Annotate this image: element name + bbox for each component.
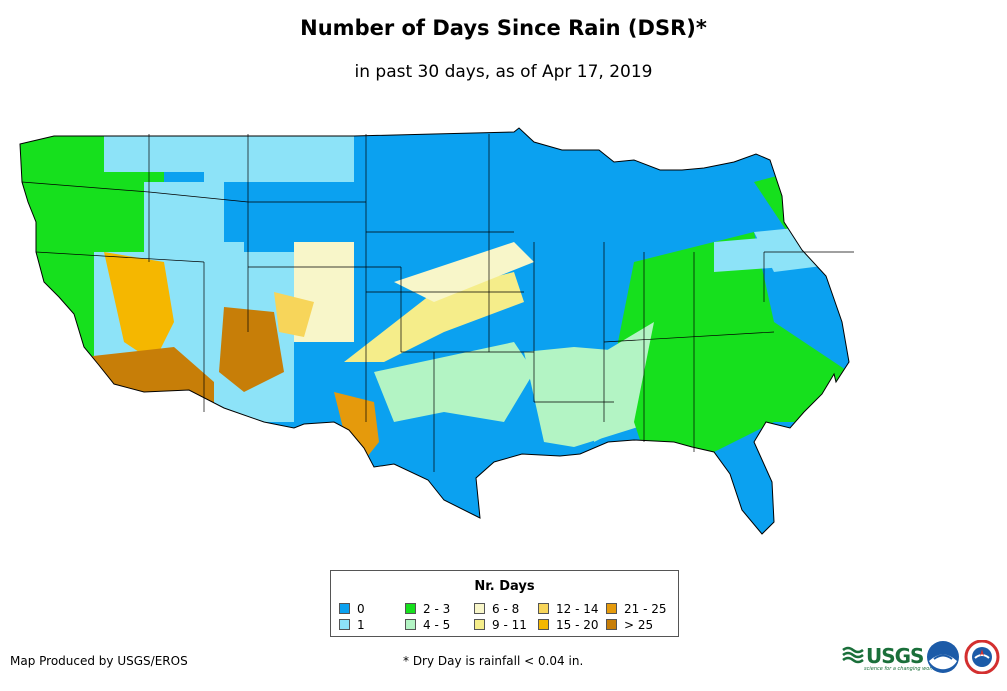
legend-swatch <box>339 603 350 614</box>
legend-item-21-25: 21 - 25 <box>606 603 667 615</box>
legend-label: 15 - 20 <box>556 618 599 632</box>
map-title: Number of Days Since Rain (DSR)* <box>300 16 707 40</box>
agency-logos: USGS science for a changing world <box>842 640 1002 676</box>
legend-swatch <box>538 619 549 630</box>
legend-title: Nr. Days <box>474 579 535 594</box>
dry-day-note: * Dry Day is rainfall < 0.04 in. <box>403 654 584 668</box>
state-boundaries <box>21 134 854 472</box>
legend-item-4-5: 4 - 5 <box>405 619 450 631</box>
legend-label: 21 - 25 <box>624 602 667 616</box>
legend-swatch <box>474 619 485 630</box>
usgs-wave-icon <box>842 646 864 664</box>
nws-logo-icon <box>964 640 1000 674</box>
legend-item-15-20: 15 - 20 <box>538 619 599 631</box>
us-dsr-map <box>19 127 854 535</box>
legend-label: > 25 <box>624 618 654 632</box>
legend-label: 0 <box>357 602 365 616</box>
legend-label: 9 - 11 <box>492 618 527 632</box>
usgs-wordmark: USGS <box>866 644 924 668</box>
legend-swatch <box>606 603 617 614</box>
legend-label: 4 - 5 <box>423 618 451 632</box>
legend-label: 2 - 3 <box>423 602 451 616</box>
legend-swatch <box>606 619 617 630</box>
legend-label: 12 - 14 <box>556 602 599 616</box>
legend-item-over-25: > 25 <box>606 619 653 631</box>
legend: Nr. Days 0 1 2 - 3 4 - 5 6 - 8 9 - 11 12… <box>330 570 679 637</box>
map-subtitle: in past 30 days, as of Apr 17, 2019 <box>354 62 653 82</box>
legend-item-1: 1 <box>339 619 365 631</box>
legend-swatch <box>474 603 485 614</box>
noaa-logo-icon <box>927 641 959 673</box>
legend-swatch <box>405 619 416 630</box>
usgs-tagline: science for a changing world <box>864 666 936 672</box>
legend-item-6-8: 6 - 8 <box>474 603 519 615</box>
legend-swatch <box>339 619 350 630</box>
legend-item-0: 0 <box>339 603 365 615</box>
producer-credit: Map Produced by USGS/EROS <box>10 654 188 668</box>
us-outline <box>19 127 850 535</box>
usgs-logo: USGS science for a changing world <box>842 644 936 672</box>
legend-item-2-3: 2 - 3 <box>405 603 450 615</box>
legend-swatch <box>538 603 549 614</box>
legend-item-12-14: 12 - 14 <box>538 603 599 615</box>
legend-label: 1 <box>357 618 365 632</box>
legend-item-9-11: 9 - 11 <box>474 619 527 631</box>
legend-swatch <box>405 603 416 614</box>
legend-label: 6 - 8 <box>492 602 520 616</box>
